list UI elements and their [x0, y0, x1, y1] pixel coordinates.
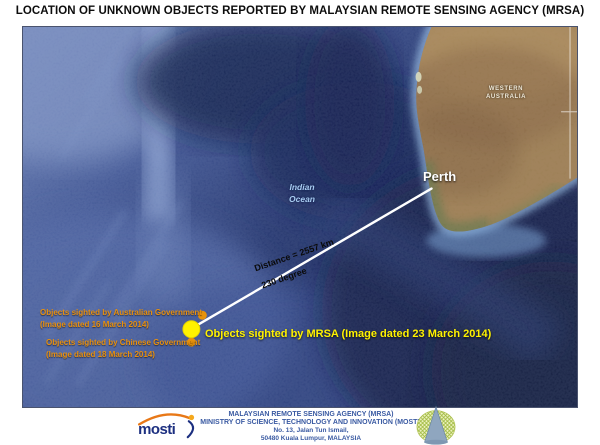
chinese-sighting-label: Objects sighted by Chinese Government (I…	[46, 337, 200, 360]
western-australia-label: WESTERN AUSTRALIA	[477, 85, 535, 101]
distance-bearing-line	[194, 187, 433, 328]
indian-ocean-label: Indian Ocean	[272, 181, 332, 205]
ocean	[23, 27, 577, 407]
western-australia-label-line2: AUSTRALIA	[485, 94, 527, 100]
mosti-logo: mosti	[138, 413, 195, 439]
australian-sighting-label: Objects sighted by Australian Government…	[40, 307, 202, 330]
mrsa-logo	[416, 405, 456, 445]
shark-bay-patch	[417, 85, 423, 94]
australia-landmass	[415, 27, 577, 232]
page-title: LOCATION OF UNKNOWN OBJECTS REPORTED BY …	[15, 5, 585, 17]
mrsa-object-marker	[182, 320, 201, 339]
agency-name: MALAYSIAN REMOTE SENSING AGENCY (MRSA)	[228, 411, 394, 418]
chinese-object-marker	[186, 337, 196, 347]
map	[22, 26, 578, 408]
western-australia-label-line1: WESTERN	[488, 86, 524, 92]
ministry-name: MINISTRY OF SCIENCE, TECHNOLOGY AND INNO…	[200, 419, 422, 426]
perth-label: Perth	[423, 169, 457, 184]
mosti-wordmark: mosti	[138, 421, 176, 438]
footer: mosti MALAYSIAN REMOTE SENSING AGENCY (M…	[0, 405, 600, 445]
australian-object-marker	[197, 310, 207, 320]
shark-bay-patch	[415, 71, 422, 82]
graticule-lines	[561, 27, 577, 179]
indian-ocean-label-line1: Indian	[289, 182, 315, 192]
agency-address-block: MALAYSIAN REMOTE SENSING AGENCY (MRSA) M…	[188, 411, 434, 442]
chinese-sighting-line2: (Image dated 18 March 2014)	[46, 349, 155, 359]
address-line1: No. 13, Jalan Tun Ismail,	[273, 427, 349, 434]
australian-sighting-line1: Objects sighted by Australian Government	[40, 308, 202, 317]
indian-ocean-label-line2: Ocean	[289, 194, 315, 204]
map-graphic	[23, 27, 577, 407]
address-line2: 50480 Kuala Lumpur, MALAYSIA	[260, 434, 362, 442]
chinese-sighting-line1: Objects sighted by Chinese Government	[46, 338, 201, 347]
mrsa-sighting-label: Objects sighted by MRSA (Image dated 23 …	[205, 328, 492, 340]
australian-sighting-line2: (Image dated 16 March 2014)	[40, 319, 149, 329]
